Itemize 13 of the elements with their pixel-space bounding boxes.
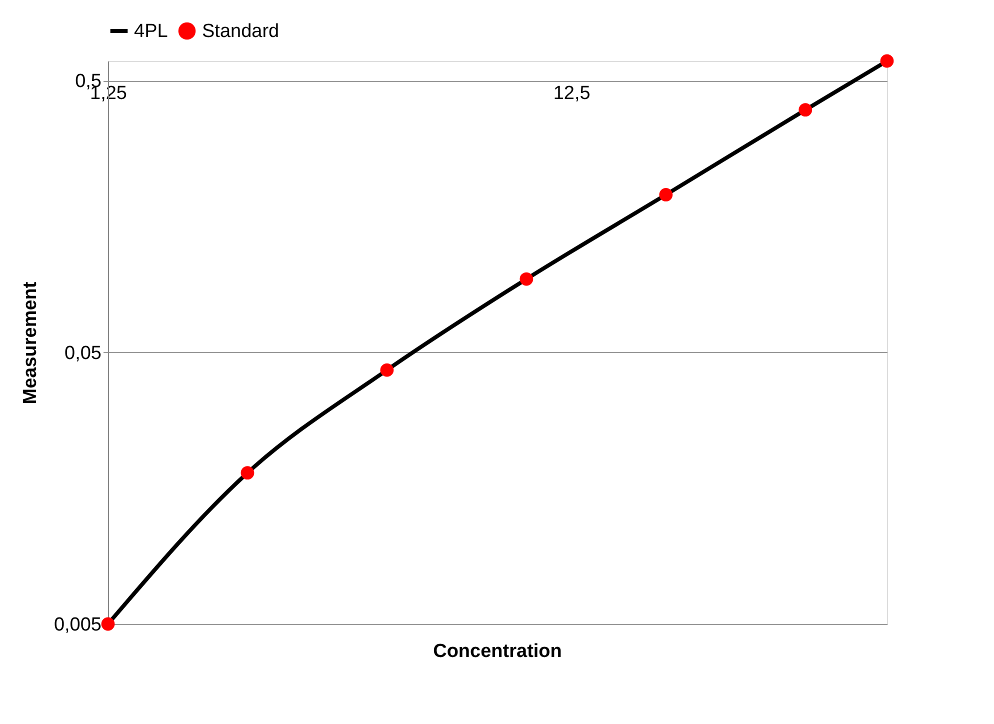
x-axis-title: Concentration <box>433 641 562 662</box>
point <box>659 188 673 202</box>
point <box>380 363 394 377</box>
legend-label: 4PL <box>134 21 168 42</box>
point <box>520 272 534 286</box>
point <box>101 617 115 631</box>
point <box>798 103 812 117</box>
point <box>240 466 254 480</box>
y-tick-label: 0,05 <box>64 342 102 364</box>
x-tick-label: 12,5 <box>553 83 590 104</box>
y-axis-title: Measurement <box>20 281 41 404</box>
y-tick-label: 0,005 <box>54 614 102 636</box>
legend-label: Standard <box>202 21 280 42</box>
